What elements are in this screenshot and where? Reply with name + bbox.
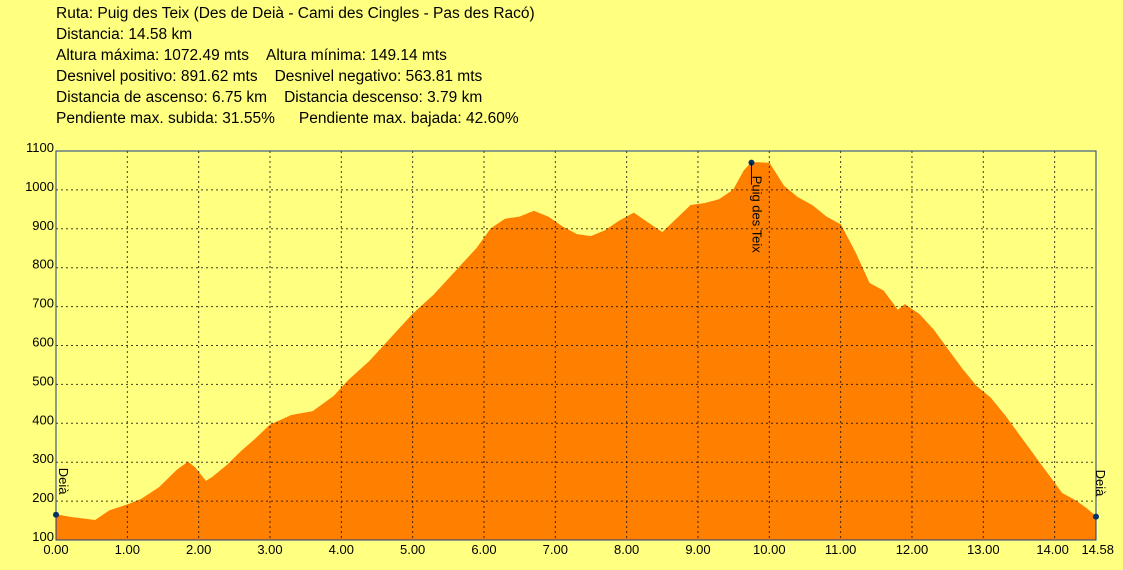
x-tick-label: 6.00: [471, 542, 496, 557]
elevation-area: [55, 162, 1097, 541]
x-tick-label: 9.00: [685, 542, 710, 557]
elevation-area-layer: [55, 162, 1097, 541]
route-info-panel: Ruta: Puig des Teix (Des de Deià - Cami …: [56, 3, 535, 129]
y-tick-label: 100: [32, 529, 54, 544]
grid-layer: [56, 151, 1096, 540]
waypoint-label: Deià: [56, 468, 71, 496]
plot-frame: [55, 150, 1097, 541]
waypoint-dot: [1093, 513, 1099, 520]
max-downhill-slope: Pendiente max. bajada: 42.60%: [298, 110, 519, 127]
altitude-row: Altura máxima: 1072.49 mts Altura mínima:…: [56, 45, 535, 66]
descent-distance: Distancia descenso: 3.79 km: [284, 89, 483, 106]
x-tick-label: 2.00: [186, 542, 211, 557]
y-axis-ticks: 100 200 300 400 500 600 700 800 900 1000 1100: [25, 140, 54, 544]
waypoint-dot: [53, 511, 59, 518]
route-name: Ruta: Puig des Teix (Des de Deià - Cami …: [56, 5, 535, 22]
y-tick-label: 800: [32, 257, 54, 272]
waypoint-label: Puig des Teix: [749, 176, 764, 254]
y-tick-label: 1000: [25, 179, 54, 194]
x-tick-label: 3.00: [257, 542, 282, 557]
x-tick-label: 14.58: [1081, 542, 1114, 557]
x-tick-label: 11.00: [825, 542, 857, 557]
y-tick-label: 900: [32, 218, 54, 233]
elevation-gain: Desnivel positivo: 891.62 mts: [56, 68, 258, 85]
ascent-distance: Distancia de ascenso: 6.75 km: [56, 89, 268, 106]
distance-row: Distancia de ascenso: 6.75 km Distancia d…: [56, 87, 535, 108]
x-tick-label: 13.00: [967, 542, 1000, 557]
x-tick-label: 1.00: [115, 542, 140, 557]
elevation-row: Desnivel positivo: 891.62 mts Desnivel ne…: [56, 66, 535, 87]
y-tick-label: 700: [32, 296, 54, 311]
slope-row: Pendiente max. subida: 31.55% Pendiente m…: [56, 108, 535, 129]
x-tick-label: 0.00: [43, 542, 68, 557]
y-tick-label: 400: [32, 412, 54, 427]
x-axis-ticks: 0.00 1.00 2.00 3.00 4.00 5.00 6.00 7.00 8.00 9.00…: [43, 542, 1114, 557]
x-tick-label: 12.00: [896, 542, 929, 557]
x-tick-label: 10.00: [753, 542, 786, 557]
y-tick-label: 200: [32, 490, 54, 505]
x-tick-label: 4.00: [329, 542, 354, 557]
y-tick-label: 300: [32, 451, 54, 466]
distance-total: Distancia: 14.58 km: [56, 26, 193, 43]
waypoint-markers: Deià Puig des Teix Deià: [53, 159, 1108, 520]
x-tick-label: 7.00: [543, 542, 568, 557]
elevation-loss: Desnivel negativo: 563.81 mts: [274, 68, 483, 85]
y-tick-label: 1100: [26, 140, 54, 155]
waypoint-label: Deià: [1093, 470, 1108, 498]
max-uphill-slope: Pendiente max. subida: 31.55%: [56, 110, 275, 127]
altitude-min: Altura mínima: 149.14 mts: [265, 47, 447, 64]
y-tick-label: 600: [32, 335, 54, 350]
x-tick-label: 8.00: [614, 542, 639, 557]
altitude-max: Altura máxima: 1072.49 mts: [56, 47, 249, 64]
x-tick-label: 14.00: [1036, 542, 1069, 557]
y-tick-label: 500: [32, 373, 54, 388]
plot-frame-layer: [55, 150, 1097, 541]
x-tick-label: 5.00: [400, 542, 425, 557]
